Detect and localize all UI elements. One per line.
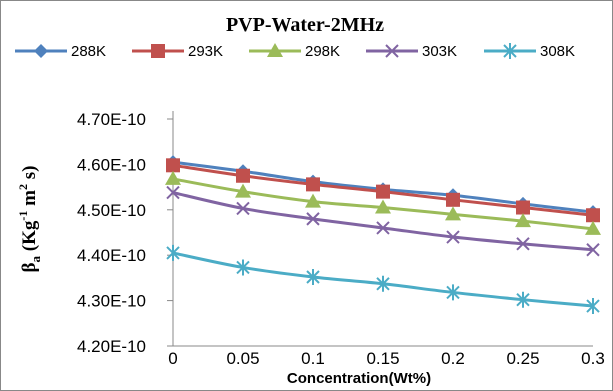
data-point-308K xyxy=(446,284,460,301)
data-point-303K xyxy=(306,212,320,226)
data-point-303K xyxy=(166,185,180,200)
data-point-298K xyxy=(375,199,391,214)
data-point-298K xyxy=(515,213,531,228)
legend-label: 293K xyxy=(188,43,223,60)
y-label-unit-open: (Kg xyxy=(19,220,40,256)
legend-item-303K: 303K xyxy=(366,43,457,60)
series-308K xyxy=(166,244,600,315)
data-point-308K xyxy=(236,259,250,276)
y-tick-label: 4.30E-10 xyxy=(77,292,146,311)
legend-item-288K: 288K xyxy=(15,43,106,60)
y-label-base: β xyxy=(19,262,40,272)
data-point-303K xyxy=(376,221,390,235)
y-axis-label: βa (Kg-1 m2 s) xyxy=(16,166,43,273)
y-tick-label: 4.20E-10 xyxy=(77,337,146,356)
data-point-293K xyxy=(446,192,460,207)
data-point-293K xyxy=(306,177,320,192)
data-point-298K xyxy=(235,183,251,198)
series-293K xyxy=(166,158,600,223)
x-tick-label: 0.05 xyxy=(226,349,259,368)
y-tick-label: 4.60E-10 xyxy=(77,155,146,174)
x-tick-label: 0.25 xyxy=(506,349,539,368)
y-label-unit-mid: m xyxy=(19,190,40,211)
x-tick-label: 0.2 xyxy=(441,349,465,368)
series-298K xyxy=(165,170,601,235)
data-point-303K xyxy=(516,237,530,251)
data-point-308K xyxy=(306,268,320,285)
data-point-293K xyxy=(516,200,530,215)
data-point-308K xyxy=(586,298,600,315)
data-point-293K xyxy=(586,208,600,223)
x-tick-label: 0.15 xyxy=(366,349,399,368)
data-point-298K xyxy=(445,206,461,221)
legend-item-293K: 293K xyxy=(132,43,223,60)
series-group xyxy=(165,155,601,315)
data-point-298K xyxy=(305,193,321,208)
y-tick-label: 4.70E-10 xyxy=(77,110,146,129)
legend-label: 298K xyxy=(305,43,340,60)
legend-swatch-marker xyxy=(503,43,517,59)
legend-swatch-marker xyxy=(385,44,399,58)
data-point-303K xyxy=(446,230,460,244)
legend-label: 303K xyxy=(422,43,457,60)
data-point-293K xyxy=(166,158,180,173)
data-point-293K xyxy=(236,168,250,183)
data-point-298K xyxy=(585,220,601,235)
legend-label: 308K xyxy=(540,43,575,60)
data-point-293K xyxy=(376,184,390,199)
y-tick-label: 4.40E-10 xyxy=(77,246,146,265)
legend-swatch-marker xyxy=(34,44,48,58)
data-point-303K xyxy=(586,243,600,257)
legend-label: 288K xyxy=(71,43,106,60)
y-label-exp2: 2 xyxy=(16,184,30,190)
x-tick-label: 0 xyxy=(168,349,177,368)
y-label-unit-close: s) xyxy=(19,166,40,184)
y-label-exp1: -1 xyxy=(16,211,30,221)
legend-swatch-marker xyxy=(267,43,283,57)
chart-title: PVP-Water-2MHz xyxy=(226,14,384,36)
legend: 288K 293K 298K 303K 308K xyxy=(15,43,575,60)
y-tick-label: 4.50E-10 xyxy=(77,201,146,220)
legend-item-298K: 298K xyxy=(249,43,340,60)
series-303K xyxy=(166,185,600,257)
data-point-308K xyxy=(166,244,180,261)
x-tick-label: 0.1 xyxy=(301,349,325,368)
y-label-sub: a xyxy=(28,255,43,262)
x-tick-label: 0.3 xyxy=(581,349,605,368)
data-point-298K xyxy=(165,170,181,185)
legend-swatch-marker xyxy=(151,44,165,58)
data-point-303K xyxy=(236,201,250,216)
x-axis-label: Concentration(Wt%) xyxy=(287,370,431,387)
data-point-308K xyxy=(376,275,390,292)
axes: 4.20E-10 4.30E-10 4.40E-10 4.50E-10 4.60E-10… xyxy=(77,110,605,368)
legend-item-308K: 308K xyxy=(484,43,575,60)
data-point-308K xyxy=(516,291,530,308)
